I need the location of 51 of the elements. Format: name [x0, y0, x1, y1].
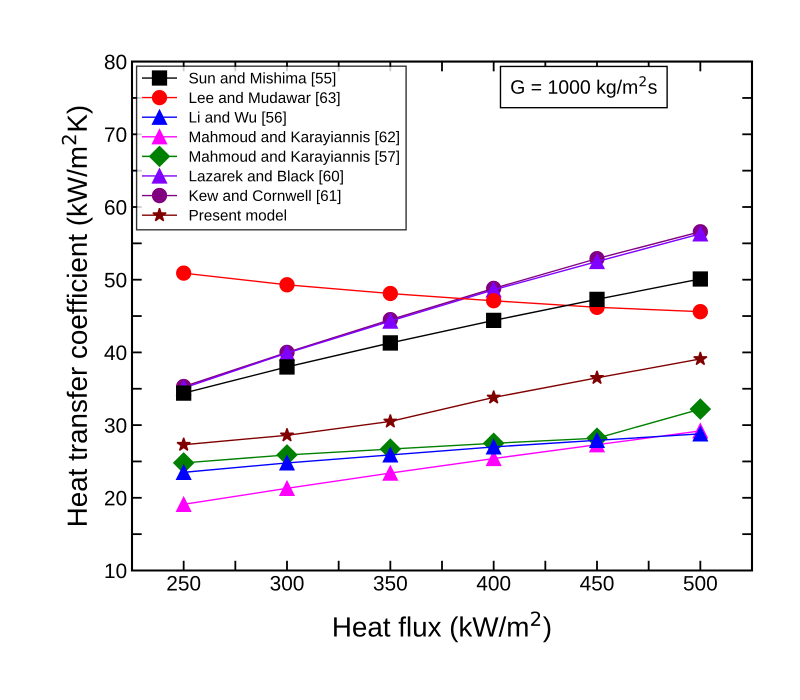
point [176, 437, 191, 452]
point [692, 271, 708, 287]
point [589, 292, 605, 307]
point [692, 304, 708, 320]
x-tick-label: 450 [580, 576, 614, 591]
legend-label: Li and Wu [56] [190, 111, 286, 126]
y-tick-label: 80 [104, 54, 126, 70]
y-axis-title: Heat transfer coefficient (kW/m$^{2}$K) [62, 106, 93, 526]
annotation: G = 1000 kg/m$^{2}$s [511, 76, 657, 98]
y-tick-label: 70 [105, 127, 126, 142]
x-tick-label: 400 [476, 576, 510, 591]
point [590, 370, 604, 384]
point [382, 465, 398, 481]
x-tick-label: 250 [167, 576, 200, 591]
legend-label: Present model [190, 209, 286, 221]
legend-label: Lee and Mudawar [63] [190, 92, 340, 106]
x-tick-label: 350 [374, 576, 407, 591]
point [176, 464, 192, 480]
y-tick-label: 30 [104, 418, 126, 433]
legend-label: Mahmoud and Karayiannis [62] [190, 131, 399, 146]
point [176, 266, 192, 281]
x-tick-label: 300 [270, 576, 304, 591]
point [279, 277, 295, 292]
y-tick-label: 60 [105, 200, 126, 215]
point [383, 414, 398, 428]
legend-label: Kew and Cornwell [61] [190, 190, 340, 204]
point [690, 398, 711, 420]
x-tick-label: 500 [684, 576, 717, 591]
point [279, 359, 295, 375]
y-tick-label: 20 [105, 490, 126, 506]
legend-label: Sun and Mishima [55] [189, 72, 336, 87]
y-tick-label: 40 [104, 345, 126, 360]
point [692, 426, 708, 442]
point [176, 496, 192, 512]
y-tick-label: 10 [106, 564, 126, 578]
legend-label: Mahmoud and Karayiannis [57] [190, 150, 399, 165]
point [589, 254, 605, 270]
point [382, 335, 398, 351]
point [486, 293, 502, 308]
point [486, 312, 502, 328]
point [486, 390, 501, 404]
point [279, 455, 295, 471]
point [382, 286, 398, 302]
point [693, 351, 708, 366]
x-axis-title: Heat flux (kW/m$^{2}$) [334, 611, 550, 642]
y-tick-label: 50 [104, 272, 126, 288]
point [382, 447, 398, 463]
point [176, 385, 192, 401]
point [280, 428, 294, 442]
point [279, 480, 295, 496]
legend-label: Lazarek and Black [60] [190, 170, 343, 184]
